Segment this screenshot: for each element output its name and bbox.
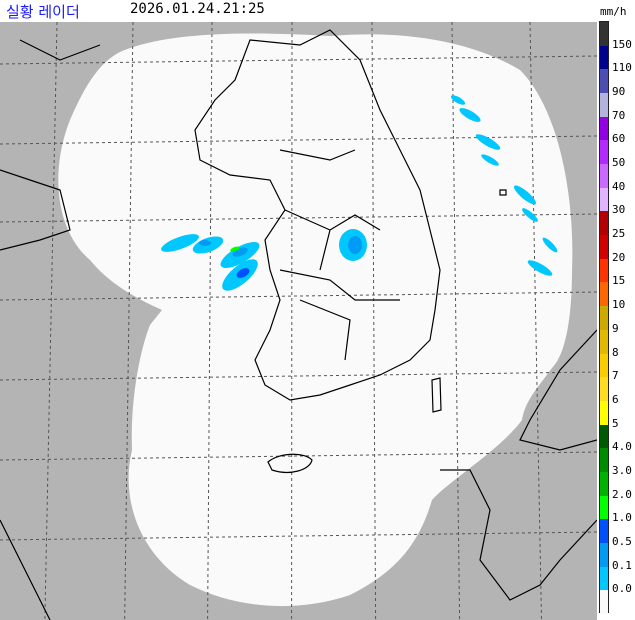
legend-label: 9 — [612, 321, 619, 335]
radar-map[interactable] — [0, 22, 597, 620]
legend-color-segment — [600, 235, 608, 260]
japan-coast-outline — [440, 329, 597, 601]
legend-label: 2.0 — [612, 487, 632, 501]
legend-color-segment — [600, 329, 608, 354]
precipitation-legend-bar — [599, 21, 609, 615]
precipitation-echoes — [161, 95, 558, 291]
legend-label: 5 — [612, 416, 619, 430]
legend-color-segment — [600, 45, 608, 70]
legend-color-segment — [600, 258, 608, 283]
ulleung-island-outline — [499, 189, 507, 196]
legend-unit: mm/h — [600, 5, 627, 18]
grid-meridian — [529, 22, 542, 620]
legend-color-segment — [600, 424, 608, 449]
legend-label: 25 — [612, 227, 626, 241]
rain-echo — [542, 237, 558, 253]
legend-color-segment — [600, 377, 608, 402]
rain-echo — [522, 208, 538, 222]
grid-meridian — [207, 22, 213, 620]
korea-peninsula-outline — [194, 29, 441, 401]
legend-color-segment — [600, 282, 608, 307]
legend-color-segment — [600, 69, 608, 94]
grid-meridian — [124, 22, 134, 620]
legend-label: 10 — [612, 298, 626, 312]
legend-color-segment — [600, 566, 608, 591]
legend-color-segment — [600, 93, 608, 118]
legend-color-segment — [600, 140, 608, 165]
legend-label: 110 — [612, 61, 632, 75]
grid-meridian — [451, 22, 461, 620]
rain-echo — [236, 268, 250, 278]
rain-echo — [459, 108, 481, 122]
legend-color-segment — [600, 448, 608, 473]
legend-color-segment — [600, 353, 608, 378]
province-borders — [279, 149, 400, 361]
rain-echo — [161, 234, 199, 252]
legend-color-segment — [600, 306, 608, 331]
rain-echo — [481, 154, 499, 166]
rain-echo — [230, 246, 240, 252]
page-title: 실황 레이더 — [6, 3, 80, 21]
legend-color-segment — [600, 211, 608, 236]
legend-color-segment — [600, 187, 608, 212]
legend-label: 7 — [612, 369, 619, 383]
legend-label: 0.5 — [612, 534, 632, 548]
legend-label: 1.0 — [612, 511, 632, 525]
coastlines — [0, 29, 597, 620]
jeju-island-outline — [267, 453, 313, 473]
legend-color-segment — [600, 116, 608, 141]
rain-echo — [199, 240, 211, 246]
legend-color-segment — [600, 164, 608, 189]
legend-color-segment — [600, 400, 608, 426]
grid-meridian — [44, 22, 58, 620]
legend-label: 6 — [612, 392, 619, 406]
legend-color-segment — [600, 471, 608, 497]
observation-timestamp: 2026.01.24.21:25 — [130, 1, 265, 17]
legend-label: 40 — [612, 179, 626, 193]
tsushima-outline — [431, 377, 442, 413]
radar-coverage-area — [58, 33, 573, 607]
legend-label: 90 — [612, 85, 626, 99]
legend-label: 70 — [612, 108, 626, 122]
legend-label: 0.0 — [612, 582, 632, 596]
legend-label: 8 — [612, 345, 619, 359]
legend-label: 15 — [612, 274, 626, 288]
rain-echo — [450, 95, 466, 105]
legend-color-segment — [600, 590, 608, 615]
grid-meridian — [371, 22, 377, 620]
rain-echo — [527, 260, 553, 276]
legend-label: 20 — [612, 250, 626, 264]
legend-label: 30 — [612, 203, 626, 217]
legend-label: 150 — [612, 37, 632, 51]
rain-echo — [513, 185, 537, 205]
legend-label: 60 — [612, 132, 626, 146]
rain-echo — [475, 134, 501, 150]
legend-color-segment — [600, 542, 608, 568]
legend-label: 50 — [612, 156, 626, 170]
legend-label: 0.1 — [612, 558, 632, 572]
china-coast-outline — [0, 39, 101, 620]
rain-echo — [348, 236, 362, 254]
legend-label: 4.0 — [612, 440, 632, 454]
legend-color-segment — [600, 495, 608, 520]
legend-label: 3.0 — [612, 463, 632, 477]
legend-color-segment — [600, 22, 608, 47]
lat-lon-grid — [0, 22, 597, 620]
legend-color-segment — [600, 519, 608, 544]
